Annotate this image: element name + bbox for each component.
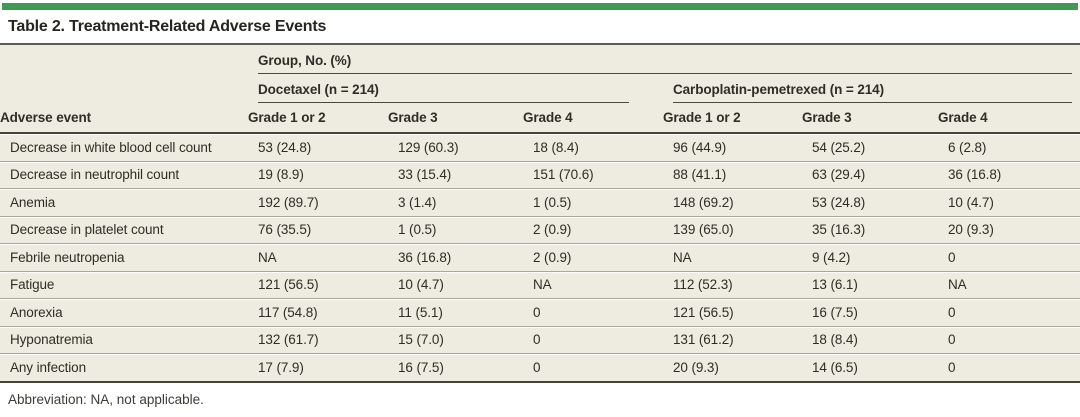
cell: 13 (6.1) [802,270,938,299]
cell: 0 [938,243,1080,271]
table-row: Anemia 192 (89.7) 3 (1.4) 1 (0.5) 148 (6… [0,188,1080,216]
cell: NA [248,243,388,271]
treatment-groups-header-row: Docetaxel (n = 214) Carboplatin-pemetrex… [0,74,1080,103]
cell: NA [663,243,802,271]
group-docetaxel-label: Docetaxel (n = 214) [258,76,629,103]
cell: 131 (61.2) [663,325,802,354]
group-carboplatin-header-cell: Carboplatin-pemetrexed (n = 214) [663,74,1080,103]
group-units-header-row: Group, No. (%) [0,45,1080,74]
header-stub [0,74,248,103]
cell: 121 (56.5) [663,298,802,326]
column-header-row: Adverse event Grade 1 or 2 Grade 3 Grade… [0,103,1080,134]
cell: 36 (16.8) [388,243,523,271]
table-row: Febrile neutropenia NA 36 (16.8) 2 (0.9)… [0,243,1080,271]
cell: 16 (7.5) [802,298,938,326]
cell: 36 (16.8) [938,160,1080,189]
cell: 2 (0.9) [523,243,663,271]
cell: 139 (65.0) [663,215,802,244]
cell: 10 (4.7) [938,188,1080,216]
cell: 6 (2.8) [938,133,1080,161]
cell: 9 (4.2) [802,243,938,271]
cell: 16 (7.5) [388,353,523,383]
cell: 121 (56.5) [248,270,388,299]
cell: 1 (0.5) [388,215,523,244]
cell: 63 (29.4) [802,160,938,189]
header-stub [0,45,248,74]
row-label: Hyponatremia [0,325,248,354]
table-row: Decrease in platelet count 76 (35.5) 1 (… [0,215,1080,244]
cell: 15 (7.0) [388,325,523,354]
cell: 192 (89.7) [248,188,388,216]
cell: 1 (0.5) [523,188,663,216]
row-label: Decrease in white blood cell count [0,133,248,161]
cell: 96 (44.9) [663,133,802,161]
column-header-grade4-docetaxel: Grade 4 [523,103,663,134]
row-label: Any infection [0,353,248,383]
column-header-grade3-docetaxel: Grade 3 [388,103,523,134]
table-row: Fatigue 121 (56.5) 10 (4.7) NA 112 (52.3… [0,270,1080,299]
cell: 0 [938,325,1080,354]
title-rule [0,43,1080,45]
cell: NA [523,270,663,299]
cell: 151 (70.6) [523,160,663,189]
row-label: Anorexia [0,298,248,326]
column-header-grade1or2-carboplatin: Grade 1 or 2 [663,103,802,134]
cell: 20 (9.3) [938,215,1080,244]
cell: 53 (24.8) [802,188,938,216]
adverse-events-table: Group, No. (%) Docetaxel (n = 214) Carbo… [0,45,1080,383]
cell: 18 (8.4) [523,133,663,161]
cell: 0 [938,298,1080,326]
row-label: Anemia [0,188,248,216]
cell: 88 (41.1) [663,160,802,189]
cell: 76 (35.5) [248,215,388,244]
cell: 11 (5.1) [388,298,523,326]
table-row: Hyponatremia 132 (61.7) 15 (7.0) 0 131 (… [0,325,1080,354]
cell: 17 (7.9) [248,353,388,383]
column-header-adverse-event: Adverse event [0,103,248,134]
cell: 2 (0.9) [523,215,663,244]
table-row: Any infection 17 (7.9) 16 (7.5) 0 20 (9.… [0,353,1080,383]
table-row: Anorexia 117 (54.8) 11 (5.1) 0 121 (56.5… [0,298,1080,326]
table-row: Decrease in neutrophil count 19 (8.9) 33… [0,160,1080,189]
cell: 53 (24.8) [248,133,388,161]
cell: 148 (69.2) [663,188,802,216]
cell: 0 [523,353,663,383]
row-label: Fatigue [0,270,248,299]
table-row: Decrease in white blood cell count 53 (2… [0,133,1080,161]
cell: 35 (16.3) [802,215,938,244]
accent-bar [2,3,1078,10]
cell: 0 [523,298,663,326]
group-units-label: Group, No. (%) [258,47,1072,74]
cell: 54 (25.2) [802,133,938,161]
cell: NA [938,270,1080,299]
column-header-grade4-carboplatin: Grade 4 [938,103,1080,134]
cell: 10 (4.7) [388,270,523,299]
table-title: Table 2. Treatment-Related Adverse Event… [8,18,327,35]
cell: 112 (52.3) [663,270,802,299]
cell: 0 [523,325,663,354]
cell: 20 (9.3) [663,353,802,383]
cell: 33 (15.4) [388,160,523,189]
cell: 19 (8.9) [248,160,388,189]
cell: 132 (61.7) [248,325,388,354]
row-label: Febrile neutropenia [0,243,248,271]
cell: 117 (54.8) [248,298,388,326]
group-units-header-cell: Group, No. (%) [248,45,1080,74]
row-label: Decrease in neutrophil count [0,160,248,189]
cell: 129 (60.3) [388,133,523,161]
column-header-grade1or2-docetaxel: Grade 1 or 2 [248,103,388,134]
abbreviation-footnote: Abbreviation: NA, not applicable. [0,382,1080,407]
cell: 0 [938,353,1080,383]
row-label: Decrease in platelet count [0,215,248,244]
cell: 3 (1.4) [388,188,523,216]
cell: 18 (8.4) [802,325,938,354]
group-carboplatin-label: Carboplatin-pemetrexed (n = 214) [673,76,1072,103]
group-docetaxel-header-cell: Docetaxel (n = 214) [248,74,663,103]
column-header-grade3-carboplatin: Grade 3 [802,103,938,134]
cell: 14 (6.5) [802,353,938,383]
